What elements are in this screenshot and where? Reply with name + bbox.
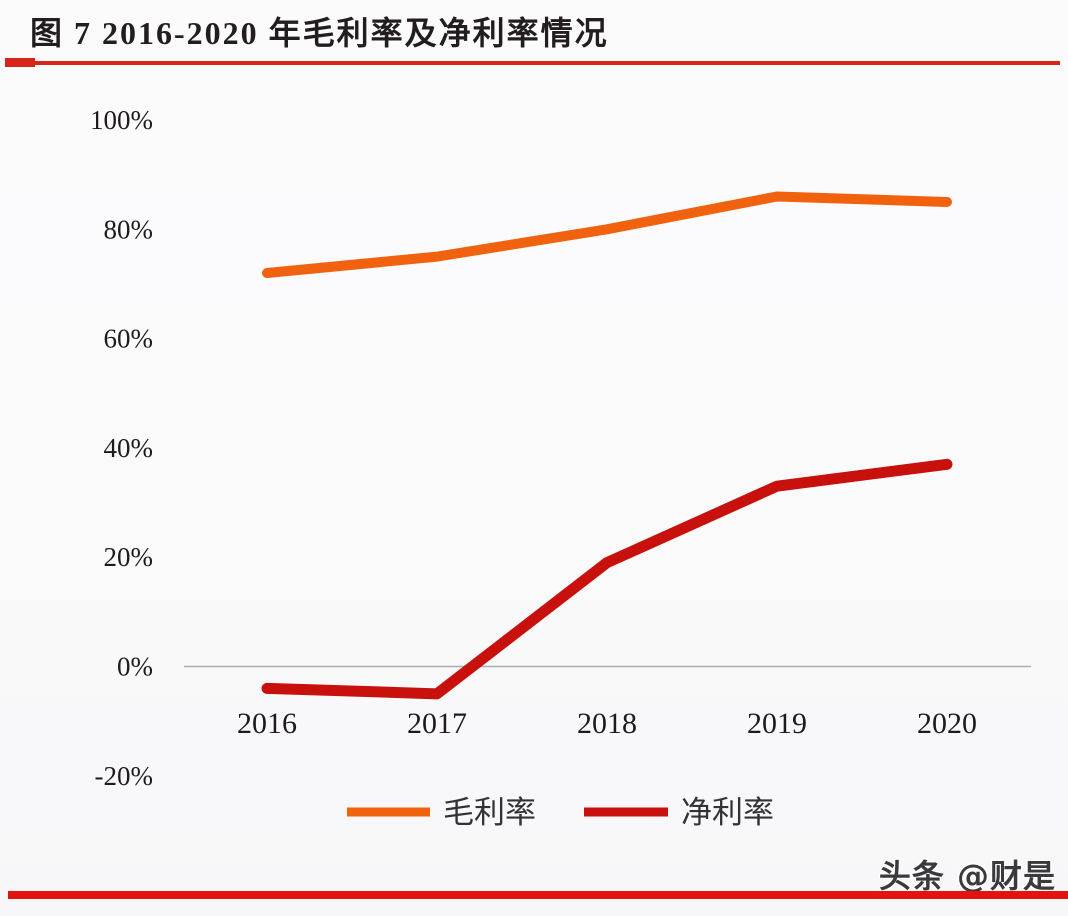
y-axis-tick: 20%	[104, 542, 154, 572]
watermark: 头条 @财是	[878, 857, 1056, 895]
x-axis-label: 2019	[747, 707, 807, 740]
figure-title: 图 7 2016-2020 年毛利率及净利率情况	[30, 15, 609, 51]
y-axis-tick: 60%	[104, 324, 154, 354]
x-axis-label: 2016	[237, 707, 297, 740]
x-axis: 2016 2017 2018 2019 2020	[237, 707, 977, 740]
y-axis-tick: 100%	[90, 105, 153, 135]
title-underline-cap	[5, 58, 35, 67]
net-margin-line-series	[261, 458, 953, 700]
y-axis-tick: -20%	[95, 761, 153, 791]
net-margin-legend-label: 净利率	[681, 795, 774, 830]
y-axis-tick: 80%	[104, 214, 154, 244]
bottom-rule	[8, 891, 1068, 899]
x-axis-label: 2017	[407, 707, 467, 740]
gross-margin-legend-label: 毛利率	[443, 795, 536, 830]
gross-margin-line-series	[262, 191, 952, 279]
x-axis-label: 2018	[577, 707, 637, 740]
y-axis: 100% 80% 60% 40% 20% 0% -20%	[90, 105, 153, 791]
y-axis-tick: 40%	[104, 433, 154, 463]
title-underline-rule	[5, 58, 1060, 67]
x-axis-label: 2020	[917, 707, 977, 740]
y-axis-tick: 0%	[117, 652, 153, 682]
chart-legend: 毛利率 净利率	[347, 795, 774, 830]
